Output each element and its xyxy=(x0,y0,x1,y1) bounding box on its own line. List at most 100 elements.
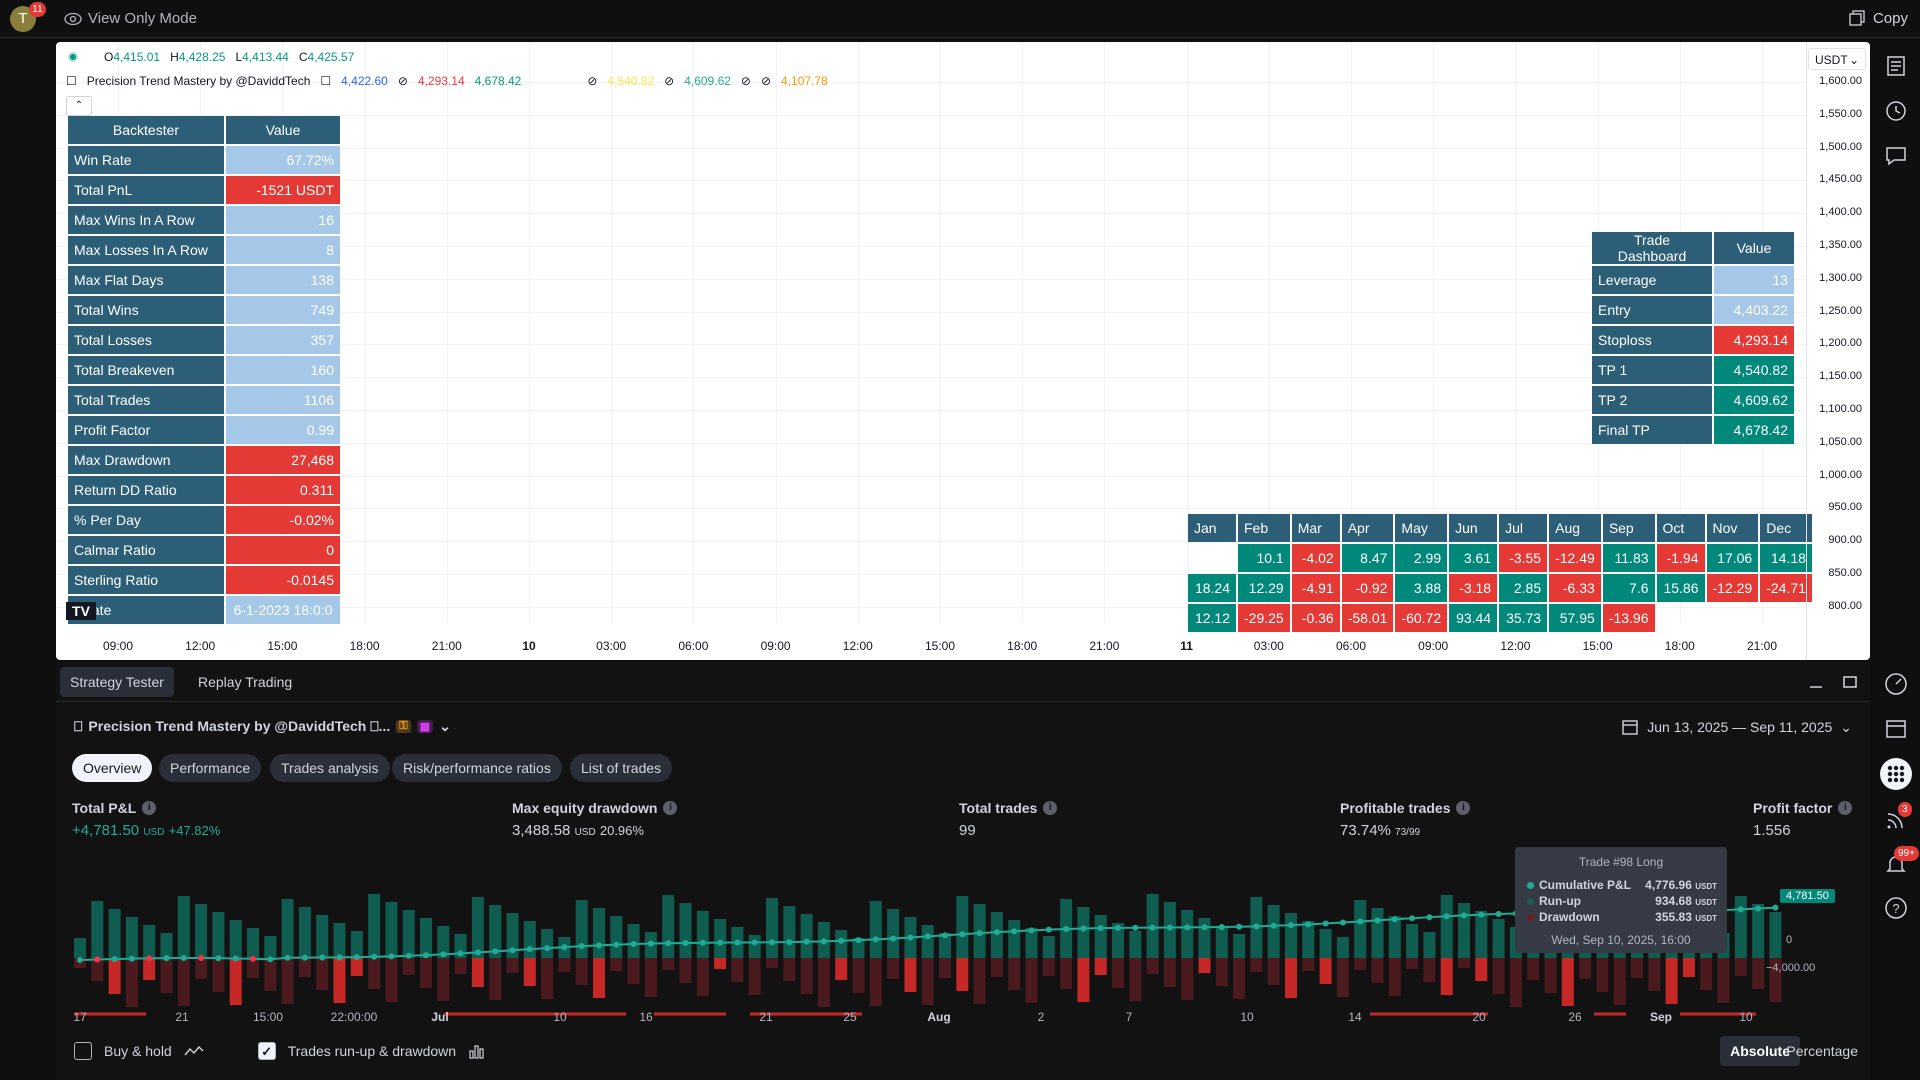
view-only-mode[interactable]: View Only Mode xyxy=(64,10,197,27)
month-header: May xyxy=(1395,514,1448,542)
equity-point xyxy=(959,931,966,938)
time-tick: 10 xyxy=(522,639,536,653)
row-key: Leverage xyxy=(1592,266,1712,294)
row-value: 4,609.62 xyxy=(1714,386,1794,414)
price-tick: 900.00 xyxy=(1828,534,1862,547)
strategy-tester-panel: Strategy Tester Replay Trading ⎕ Precisi… xyxy=(56,662,1870,1080)
runup-bar xyxy=(1094,915,1107,958)
drawdown-bar xyxy=(1371,958,1384,983)
drawdown-bar xyxy=(1146,958,1159,974)
drawdown-bar xyxy=(558,958,571,972)
equity-point xyxy=(1236,923,1243,930)
date-range-picker[interactable]: Jun 13, 2025 — Sep 11, 2025 ⌄ xyxy=(1621,718,1852,736)
equity-point xyxy=(613,941,620,948)
runup-bar xyxy=(1285,913,1297,958)
time-tick: 15:00 xyxy=(267,639,298,653)
tradingview-logo-icon[interactable]: TV xyxy=(66,602,96,620)
apps-grid-icon[interactable] xyxy=(1880,758,1912,790)
maximize-icon[interactable] xyxy=(1842,674,1858,690)
runup-bar xyxy=(281,899,294,958)
metric-value: +4,781.50 xyxy=(72,822,140,839)
row-value: 6-1-2023 18:0:0 xyxy=(226,596,340,624)
info-icon[interactable]: i xyxy=(142,801,157,815)
copy-button[interactable]: Copy xyxy=(1848,9,1908,27)
equity-point xyxy=(267,956,274,963)
buy-hold-checkbox[interactable] xyxy=(74,1042,92,1060)
equity-chart[interactable] xyxy=(56,862,1870,1022)
equity-point xyxy=(526,946,533,953)
runup-bar xyxy=(1440,895,1453,958)
info-icon[interactable]: i xyxy=(1838,801,1853,815)
drawdown-bar xyxy=(108,958,121,994)
tab-replay-trading[interactable]: Replay Trading xyxy=(198,674,293,690)
equity-point xyxy=(474,949,481,956)
equity-point xyxy=(1132,924,1139,931)
runup-bar xyxy=(1752,904,1765,958)
runup-bar xyxy=(714,919,727,958)
alarm-clock-icon[interactable] xyxy=(1882,96,1910,124)
percentage-toggle[interactable]: Percentage xyxy=(1786,1043,1858,1059)
month-cell: -0.36 xyxy=(1291,604,1340,632)
collapse-legend-button[interactable]: ⌃ xyxy=(66,96,92,116)
speedometer-icon[interactable] xyxy=(1882,670,1910,698)
drawdown-bar xyxy=(1631,958,1643,978)
equity-point xyxy=(388,953,395,960)
info-icon[interactable]: i xyxy=(1456,801,1471,815)
subtab-performance[interactable]: Performance xyxy=(159,754,262,782)
subtab-trades-analysis[interactable]: Trades analysis xyxy=(270,754,390,782)
month-cell: 2.99 xyxy=(1395,544,1448,572)
indicator-box-icon: ☐ xyxy=(320,74,332,88)
info-icon[interactable]: i xyxy=(663,801,678,815)
chevron-down-icon[interactable]: ⌄ xyxy=(439,718,451,734)
tooltip-row-drawdown: Drawdown 355.83 USDT xyxy=(1527,910,1717,924)
subtab-risk-ratios[interactable]: Risk/performance ratios xyxy=(392,754,562,782)
runup-bar xyxy=(91,901,104,958)
drawdown-bar xyxy=(800,958,813,994)
time-tick: 15:00 xyxy=(1582,639,1613,653)
month-cell: 35.73 xyxy=(1499,604,1548,632)
month-cell: 8.47 xyxy=(1341,544,1394,572)
equity-point xyxy=(769,939,775,946)
calendar-icon[interactable] xyxy=(1882,714,1910,742)
equity-time-tick: 10 xyxy=(1739,1010,1753,1024)
runup-bar xyxy=(385,902,398,958)
grid-line xyxy=(56,377,1806,379)
runup-bar xyxy=(195,904,208,958)
info-icon[interactable]: i xyxy=(1043,801,1058,815)
time-tick: 09:00 xyxy=(1418,639,1449,653)
price-tick: 1,250.00 xyxy=(1819,304,1862,317)
equity-point xyxy=(215,955,222,962)
absolute-toggle[interactable]: Absolute xyxy=(1720,1036,1800,1066)
month-header: Nov xyxy=(1706,514,1759,542)
currency-select[interactable]: USDT ⌄ xyxy=(1808,48,1866,70)
table-header: Backtester xyxy=(68,116,224,144)
equity-point xyxy=(146,955,153,962)
help-icon[interactable]: ? xyxy=(1882,894,1910,922)
drawdown-bar xyxy=(1267,958,1280,985)
equity-point xyxy=(492,948,499,955)
grid-line xyxy=(56,410,1806,411)
equity-point xyxy=(1409,915,1416,922)
chat-icon[interactable] xyxy=(1882,142,1910,170)
row-value: 8 xyxy=(226,236,340,264)
month-cell: 3.88 xyxy=(1395,574,1448,602)
equity-time-tick: Jul xyxy=(431,1010,449,1024)
indicator-legend[interactable]: ☐ Precision Trend Mastery by @DaviddTech… xyxy=(66,74,828,88)
watchlist-icon[interactable] xyxy=(1882,52,1910,80)
runup-checkbox[interactable]: ✓ xyxy=(257,1042,276,1060)
runup-bar xyxy=(766,898,778,958)
drawdown-bar xyxy=(298,958,311,977)
month-cell: -1.94 xyxy=(1656,544,1705,572)
minimize-icon[interactable] xyxy=(1808,674,1824,690)
feed-icon[interactable] xyxy=(1882,806,1910,834)
price-axis[interactable]: 1,600.00 1,550.00 1,500.00 1,450.00 1,400.00… xyxy=(1806,42,1870,660)
price-chart[interactable]: O4,415.01 H4,428.25 L4,413.44 C4,425.57 … xyxy=(56,42,1870,660)
strategy-title[interactable]: ⎕ Precision Trend Mastery by @DaviddTech… xyxy=(74,718,451,735)
subtab-list-of-trades[interactable]: List of trades xyxy=(570,754,673,782)
subtab-overview[interactable]: Overview xyxy=(72,754,153,782)
row-key: Total Breakeven xyxy=(68,356,224,384)
month-cell: 3.61 xyxy=(1449,544,1498,572)
row-value: 13 xyxy=(1714,266,1794,294)
metric-pct: 20.96% xyxy=(599,823,644,838)
tab-strategy-tester[interactable]: Strategy Tester xyxy=(60,667,174,697)
